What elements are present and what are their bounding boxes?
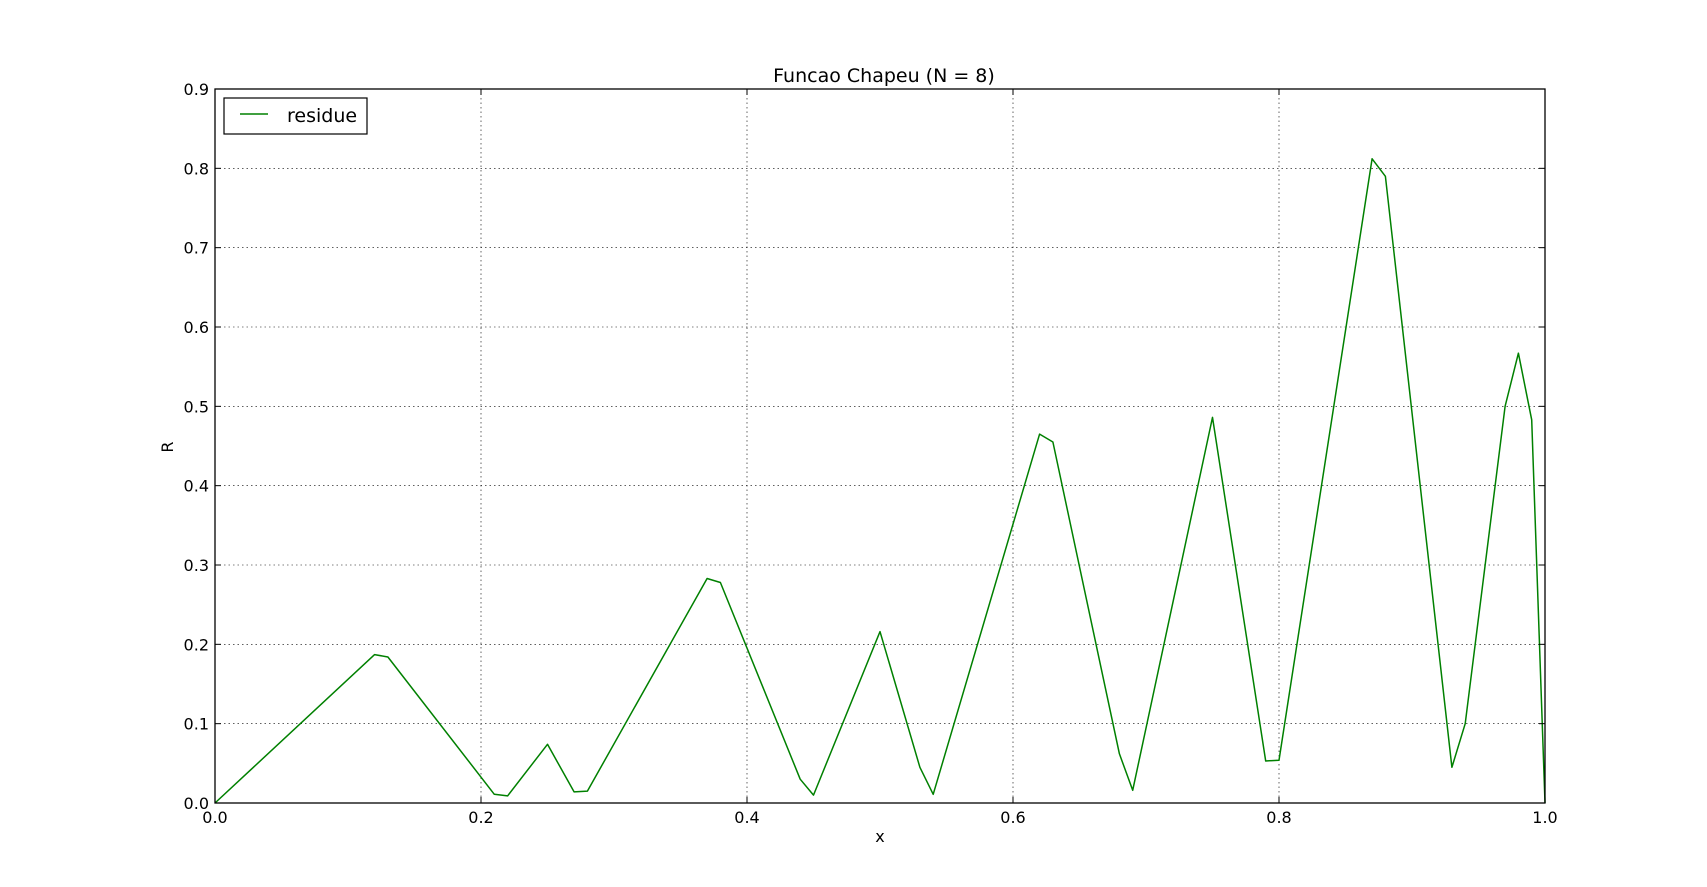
x-tick-label: 1.0 (1532, 808, 1557, 827)
x-axis-label: x (875, 827, 884, 846)
plot-frame (214, 88, 1546, 804)
y-tick-label: 0.3 (184, 556, 209, 575)
grid (215, 89, 1545, 803)
y-tick-label: 0.8 (184, 159, 209, 178)
x-tick-label: 0.6 (1000, 808, 1025, 827)
legend: residue (223, 97, 368, 135)
y-tick-label: 0.5 (184, 397, 209, 416)
y-tick-label: 0.4 (184, 477, 209, 496)
x-tick-label: 0.8 (1266, 808, 1291, 827)
y-tick-label: 0.2 (184, 635, 209, 654)
y-tick-label: 0.0 (184, 794, 209, 813)
series-layer (214, 158, 1546, 804)
legend-label-residue: residue (287, 105, 357, 127)
legend-box (223, 97, 368, 135)
y-tick-label: 0.7 (184, 239, 209, 258)
y-axis-label: R (158, 441, 177, 452)
y-tick-label: 0.1 (184, 715, 209, 734)
ticks: 0.0 0.2 0.4 0.6 0.8 1.0 0.0 0.1 0.2 0.3 0.4 0.5 0.6 0… (184, 80, 1558, 827)
x-tick-label: 0.4 (734, 808, 759, 827)
y-tick-label: 0.6 (184, 318, 209, 337)
chart-title: Funcao Chapeu (N = 8) (773, 65, 995, 87)
x-tick-label: 0.2 (468, 808, 493, 827)
x-tick-label: 0.0 (202, 808, 227, 827)
y-tick-label: 0.9 (184, 80, 209, 99)
series-line-residue (214, 158, 1546, 804)
